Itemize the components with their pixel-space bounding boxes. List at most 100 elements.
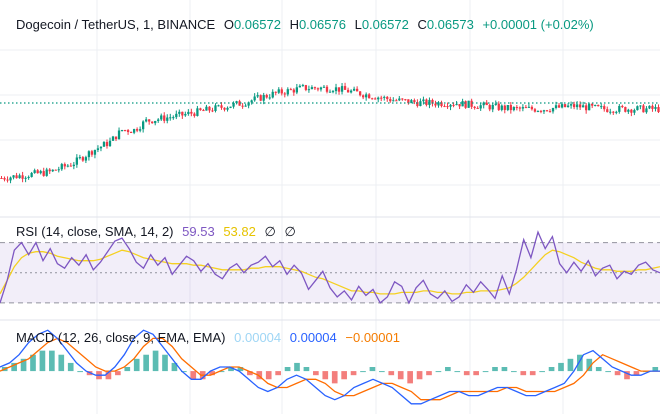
candle-body xyxy=(657,107,660,113)
candle-body xyxy=(560,104,564,108)
high-label: H xyxy=(289,17,299,32)
candle-body xyxy=(57,169,60,171)
candle-body xyxy=(63,164,66,167)
candle-body xyxy=(648,105,651,109)
candle-body xyxy=(404,99,407,101)
candle-body xyxy=(485,102,488,106)
candle-body xyxy=(166,117,169,121)
candle-body xyxy=(151,121,154,124)
candle-body xyxy=(488,105,491,110)
candle-body xyxy=(114,136,118,140)
candle-body xyxy=(54,169,57,171)
candle-body xyxy=(280,89,283,94)
candle-body xyxy=(368,94,371,99)
candle-body xyxy=(90,151,94,155)
candle-body xyxy=(211,110,214,112)
macd-histogram-bar xyxy=(473,371,479,376)
macd-histogram-bar xyxy=(567,358,574,372)
candle-body xyxy=(105,142,109,147)
candle-body xyxy=(66,165,69,167)
macd-histogram-bar xyxy=(445,367,451,372)
candle-body xyxy=(238,101,241,106)
candle-body xyxy=(585,105,588,111)
macd-histogram-bar xyxy=(548,367,555,372)
open-value: 0.06572 xyxy=(233,17,281,32)
candle-body xyxy=(479,105,482,109)
candle-body xyxy=(467,100,470,108)
macd-histogram-bar xyxy=(105,371,112,380)
candle-body xyxy=(24,177,27,179)
candle-body xyxy=(612,111,615,113)
candle-body xyxy=(362,95,365,98)
candle-body xyxy=(157,119,160,121)
candle-body xyxy=(654,107,657,109)
candle-body xyxy=(419,101,422,107)
macd-histogram-bar xyxy=(605,371,611,373)
candle-body xyxy=(117,130,121,140)
candle-body xyxy=(503,105,506,110)
candle-body xyxy=(292,89,295,93)
rsi-title[interactable]: RSI (14, close, SMA, 14, 2) xyxy=(16,224,174,239)
macd-histogram-bar xyxy=(350,371,357,376)
macd-pane[interactable] xyxy=(0,329,660,405)
candle-body xyxy=(42,171,45,176)
candle-body xyxy=(99,146,103,149)
macd-title[interactable]: MACD (12, 26, close, 9, EMA, EMA) xyxy=(16,330,226,345)
candle-body xyxy=(413,100,416,103)
candle-body xyxy=(554,105,558,109)
macd-histogram-bar xyxy=(492,367,498,372)
macd-histogram-bar xyxy=(501,367,508,372)
candle-body xyxy=(301,85,305,87)
candle-body xyxy=(651,105,654,109)
candle-body xyxy=(527,106,531,108)
symbol-title[interactable]: Dogecoin / TetherUS, 1, BINANCE xyxy=(16,17,216,32)
candle-body xyxy=(232,102,235,107)
candle-body xyxy=(0,178,3,179)
candle-body xyxy=(202,110,205,112)
macd-histogram-bar xyxy=(331,371,338,384)
candle-body xyxy=(48,169,51,172)
candle-body xyxy=(639,105,642,107)
candle-body xyxy=(575,104,579,108)
macd-histogram-bar xyxy=(275,371,281,376)
candle-body xyxy=(542,110,546,112)
candle-body xyxy=(87,151,91,158)
macd-signal-value: −0.00001 xyxy=(345,330,400,345)
rsi-pane[interactable] xyxy=(0,230,660,305)
candle-body xyxy=(220,105,223,108)
candle-body xyxy=(482,102,485,106)
candle-body xyxy=(337,87,341,92)
candle-body xyxy=(325,86,329,92)
candle-body xyxy=(160,115,163,120)
candle-body xyxy=(431,99,434,104)
price-pane[interactable] xyxy=(0,82,660,184)
low-label: L xyxy=(354,17,362,32)
candle-body xyxy=(244,105,247,107)
macd-histogram-bar xyxy=(20,358,27,372)
candle-body xyxy=(461,101,464,107)
candle-body xyxy=(154,120,157,124)
close-label: C xyxy=(417,17,427,32)
candle-body xyxy=(458,104,461,107)
candle-body xyxy=(190,111,193,114)
macd-histogram-bar xyxy=(218,371,225,373)
macd-histogram-bar xyxy=(181,371,187,373)
candle-body xyxy=(473,106,476,108)
candle-body xyxy=(142,121,145,130)
candle-body xyxy=(633,110,636,113)
candle-body xyxy=(316,88,320,90)
macd-histogram-bar xyxy=(539,371,545,373)
candle-body xyxy=(33,170,36,173)
candle-body xyxy=(322,86,326,88)
candle-body xyxy=(410,100,413,104)
candle-body xyxy=(250,100,253,103)
candle-body xyxy=(446,106,449,108)
candle-body xyxy=(524,107,528,109)
candle-body xyxy=(494,103,497,105)
candle-body xyxy=(377,97,380,100)
candle-body xyxy=(434,103,437,106)
candle-body xyxy=(340,86,344,92)
macd-histogram-bar xyxy=(39,350,46,372)
rsi-ma-line xyxy=(0,249,660,295)
